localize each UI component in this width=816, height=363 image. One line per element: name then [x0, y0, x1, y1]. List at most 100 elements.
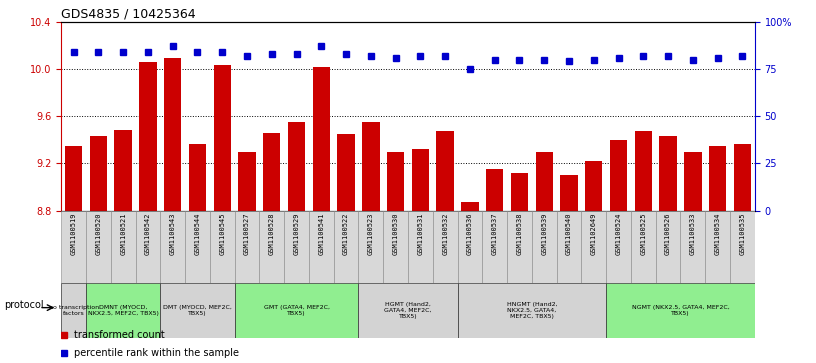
Bar [288, 122, 305, 211]
Text: GSM1100539: GSM1100539 [541, 213, 548, 255]
Bar [684, 151, 702, 211]
Text: GSM1100532: GSM1100532 [442, 213, 448, 255]
Text: DMNT (MYOCD,
NKX2.5, MEF2C, TBX5): DMNT (MYOCD, NKX2.5, MEF2C, TBX5) [87, 305, 158, 316]
Bar [606, 211, 631, 283]
Text: GMT (GATA4, MEF2C,
TBX5): GMT (GATA4, MEF2C, TBX5) [264, 305, 330, 316]
Bar [734, 144, 751, 211]
Bar [507, 211, 532, 283]
Bar [313, 67, 330, 211]
Bar [412, 149, 429, 211]
Text: GSM1100545: GSM1100545 [220, 213, 225, 255]
Bar [214, 65, 231, 211]
Text: GSM1100523: GSM1100523 [368, 213, 374, 255]
Text: GDS4835 / 10425364: GDS4835 / 10425364 [61, 8, 196, 21]
Bar [432, 211, 458, 283]
Bar [185, 211, 210, 283]
Bar [86, 211, 111, 283]
Text: GSM1100522: GSM1100522 [343, 213, 349, 255]
Bar [557, 211, 581, 283]
Text: GSM1100540: GSM1100540 [566, 213, 572, 255]
Text: DMT (MYOCD, MEF2C,
TBX5): DMT (MYOCD, MEF2C, TBX5) [163, 305, 232, 316]
Bar [86, 283, 160, 338]
Text: HNGMT (Hand2,
NKX2.5, GATA4,
MEF2C, TBX5): HNGMT (Hand2, NKX2.5, GATA4, MEF2C, TBX5… [507, 302, 557, 319]
Bar [582, 211, 606, 283]
Bar [160, 211, 185, 283]
Bar [90, 136, 107, 211]
Text: GSM1100530: GSM1100530 [392, 213, 398, 255]
Text: GSM1100529: GSM1100529 [294, 213, 299, 255]
Bar [461, 202, 479, 211]
Bar [532, 211, 557, 283]
Text: GSM1100542: GSM1100542 [145, 213, 151, 255]
Text: GSM1100535: GSM1100535 [739, 213, 745, 255]
Bar [437, 131, 454, 211]
Text: NGMT (NKX2.5, GATA4, MEF2C,
TBX5): NGMT (NKX2.5, GATA4, MEF2C, TBX5) [632, 305, 730, 316]
Text: GSM1100526: GSM1100526 [665, 213, 671, 255]
Bar [610, 140, 628, 211]
Bar [337, 134, 355, 211]
Text: GSM1100519: GSM1100519 [71, 213, 77, 255]
Text: protocol: protocol [4, 300, 44, 310]
Bar [482, 211, 507, 283]
Text: GSM1100525: GSM1100525 [641, 213, 646, 255]
Bar [140, 62, 157, 211]
Bar [263, 132, 281, 211]
Bar [384, 211, 408, 283]
Bar [458, 211, 482, 283]
Bar [160, 283, 235, 338]
Bar [334, 211, 358, 283]
Bar [135, 211, 160, 283]
Bar [235, 211, 259, 283]
Text: GSM1100541: GSM1100541 [318, 213, 324, 255]
Bar [730, 211, 755, 283]
Bar [284, 211, 309, 283]
Text: percentile rank within the sample: percentile rank within the sample [74, 348, 239, 358]
Bar [362, 122, 379, 211]
Bar [358, 211, 384, 283]
Bar [111, 211, 135, 283]
Text: GSM1100520: GSM1100520 [95, 213, 101, 255]
Bar [511, 173, 528, 211]
Bar [164, 58, 181, 211]
Text: GSM1100521: GSM1100521 [120, 213, 126, 255]
Text: GSM1100544: GSM1100544 [194, 213, 201, 255]
Bar [188, 144, 206, 211]
Bar [65, 146, 82, 211]
Text: HGMT (Hand2,
GATA4, MEF2C,
TBX5): HGMT (Hand2, GATA4, MEF2C, TBX5) [384, 302, 432, 319]
Bar [535, 151, 553, 211]
Bar [486, 169, 503, 211]
Bar [309, 211, 334, 283]
Text: GSM1100538: GSM1100538 [517, 213, 522, 255]
Bar [238, 151, 255, 211]
Bar [387, 151, 404, 211]
Bar [681, 211, 705, 283]
Text: GSM1100537: GSM1100537 [492, 213, 498, 255]
Bar [114, 130, 132, 211]
Bar [631, 211, 656, 283]
Bar [561, 175, 578, 211]
Bar [61, 283, 86, 338]
Bar [705, 211, 730, 283]
Bar [61, 211, 86, 283]
Bar [659, 136, 676, 211]
Text: no transcription
factors: no transcription factors [48, 305, 99, 316]
Bar [585, 161, 602, 211]
Bar [458, 283, 606, 338]
Bar [259, 211, 284, 283]
Text: GSM1100524: GSM1100524 [615, 213, 622, 255]
Text: transformed count: transformed count [74, 330, 165, 340]
Bar [709, 146, 726, 211]
Bar [408, 211, 432, 283]
Text: GSM1100528: GSM1100528 [268, 213, 275, 255]
Bar [358, 283, 458, 338]
Text: GSM1102649: GSM1102649 [591, 213, 596, 255]
Bar [656, 211, 681, 283]
Text: GSM1100543: GSM1100543 [170, 213, 175, 255]
Bar [606, 283, 755, 338]
Text: GSM1100536: GSM1100536 [467, 213, 473, 255]
Text: GSM1100533: GSM1100533 [690, 213, 696, 255]
Text: GSM1100534: GSM1100534 [715, 213, 721, 255]
Bar [635, 131, 652, 211]
Text: GSM1100531: GSM1100531 [418, 213, 424, 255]
Bar [235, 283, 358, 338]
